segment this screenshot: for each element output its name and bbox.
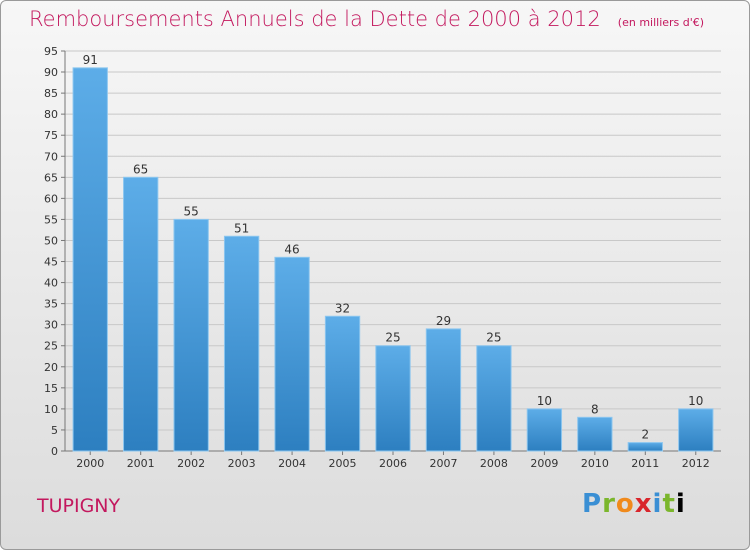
bar bbox=[173, 218, 209, 452]
chart-unit: (en milliers d'€) bbox=[617, 16, 705, 29]
data-label: 65 bbox=[133, 162, 148, 176]
data-label: 10 bbox=[688, 394, 703, 408]
data-label: 25 bbox=[385, 331, 400, 345]
bar bbox=[627, 442, 663, 452]
y-tick-label: 95 bbox=[44, 45, 58, 58]
bar bbox=[72, 67, 108, 452]
bar bbox=[223, 235, 260, 452]
bar bbox=[526, 408, 563, 452]
axes: 0 5 10 15 20 25 30 35 40 45 50 55 60 65 70 75 80 85 90 95 20… bbox=[44, 45, 721, 470]
data-labels: 91 65 55 51 46 32 25 29 25 10 8 2 10 bbox=[83, 53, 704, 442]
bar bbox=[324, 315, 361, 452]
y-tick-label: 70 bbox=[44, 150, 58, 163]
x-tick-label: 2009 bbox=[530, 457, 558, 470]
y-tick-label: 60 bbox=[44, 192, 58, 205]
x-tick-label: 2012 bbox=[682, 457, 710, 470]
y-tick-label: 15 bbox=[44, 382, 58, 395]
data-label: 25 bbox=[486, 331, 501, 345]
y-tick-label: 50 bbox=[44, 234, 58, 247]
data-label: 55 bbox=[184, 204, 199, 218]
data-label: 46 bbox=[284, 242, 299, 256]
bar bbox=[476, 345, 512, 452]
data-label: 2 bbox=[641, 428, 649, 442]
chart-title-text: Remboursements Annuels de la Dette de 20… bbox=[29, 7, 601, 31]
data-label: 8 bbox=[591, 402, 599, 416]
logo-letter: P bbox=[582, 489, 603, 519]
y-tick-label: 85 bbox=[44, 87, 58, 100]
y-tick-label: 65 bbox=[44, 171, 58, 184]
data-label: 91 bbox=[83, 53, 98, 67]
bar bbox=[123, 176, 159, 452]
data-label: 32 bbox=[335, 301, 350, 315]
y-tick-label: 30 bbox=[44, 319, 58, 332]
y-tick-label: 25 bbox=[44, 340, 58, 353]
proxiti-logo: Proxiti bbox=[582, 489, 686, 519]
y-tick-label: 45 bbox=[44, 256, 58, 269]
x-tick-label: 2005 bbox=[329, 457, 357, 470]
data-label: 51 bbox=[234, 221, 249, 235]
chart-title: Remboursements Annuels de la Dette de 20… bbox=[29, 7, 704, 31]
bar bbox=[274, 256, 310, 452]
x-tick-label: 2006 bbox=[379, 457, 407, 470]
x-tick-label: 2011 bbox=[631, 457, 659, 470]
logo-letter: i bbox=[652, 489, 663, 519]
x-tick-label: 2010 bbox=[581, 457, 609, 470]
x-tick-label: 2008 bbox=[480, 457, 508, 470]
bar bbox=[425, 328, 462, 452]
y-tick-label: 40 bbox=[44, 277, 58, 290]
data-label: 29 bbox=[436, 314, 451, 328]
logo-letter: r bbox=[602, 489, 616, 519]
commune-name: TUPIGNY bbox=[37, 495, 121, 517]
y-tick-label: 20 bbox=[44, 361, 58, 374]
y-tick-label: 35 bbox=[44, 298, 58, 311]
x-tick-label: 2007 bbox=[429, 457, 457, 470]
x-tick-label: 2004 bbox=[278, 457, 306, 470]
y-tick-label: 0 bbox=[51, 445, 58, 458]
logo-letter: x bbox=[634, 489, 653, 519]
logo-letter: i bbox=[675, 489, 686, 519]
data-label: 10 bbox=[537, 394, 552, 408]
x-tick-label: 2002 bbox=[177, 457, 205, 470]
logo-letter: t bbox=[662, 489, 676, 519]
x-tick-label: 2000 bbox=[76, 457, 104, 470]
bar bbox=[375, 345, 411, 452]
logo-letter: o bbox=[615, 489, 635, 519]
y-tick-label: 80 bbox=[44, 108, 58, 121]
y-tick-label: 10 bbox=[44, 403, 58, 416]
x-tick-label: 2001 bbox=[127, 457, 155, 470]
bars bbox=[72, 67, 714, 452]
bar bbox=[678, 408, 714, 452]
y-tick-label: 75 bbox=[44, 129, 58, 142]
x-tick-label: 2003 bbox=[228, 457, 256, 470]
y-tick-label: 55 bbox=[44, 213, 58, 226]
y-tick-label: 5 bbox=[51, 424, 58, 437]
y-tick-label: 90 bbox=[44, 66, 58, 79]
bar bbox=[577, 416, 613, 452]
